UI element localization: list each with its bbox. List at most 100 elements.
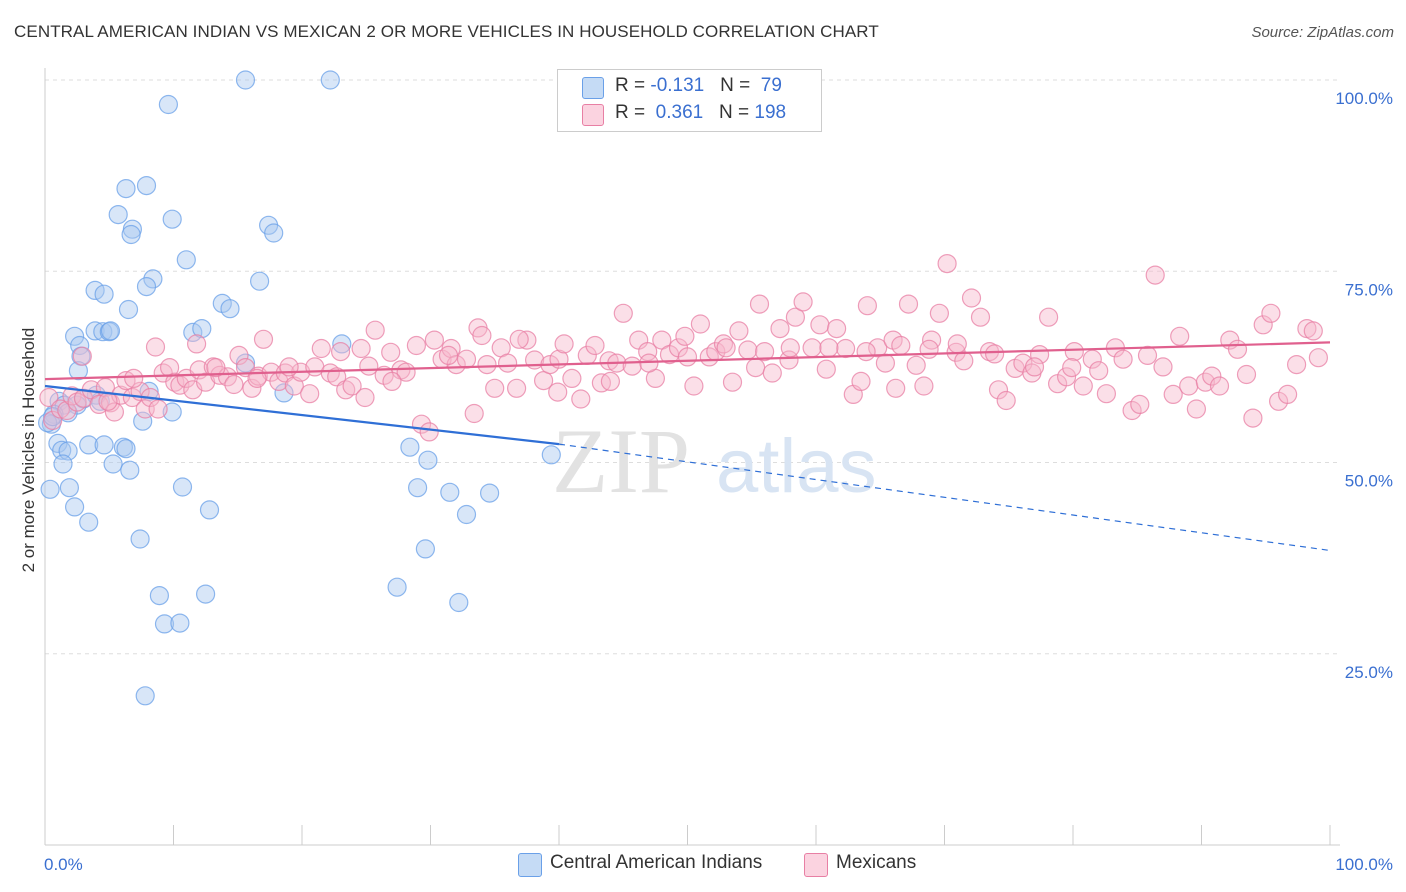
- data-point: [64, 497, 85, 517]
- trend-line: [44, 341, 1331, 381]
- data-point: [1261, 303, 1281, 323]
- data-point: [929, 303, 950, 323]
- data-point: [480, 483, 500, 503]
- data-point: [1096, 384, 1117, 404]
- data-point: [387, 577, 407, 597]
- data-point: [242, 378, 262, 398]
- legend-n-value: 198: [754, 102, 787, 123]
- legend-swatch-pink: [582, 104, 604, 126]
- data-point: [162, 209, 182, 229]
- data-point: [100, 321, 121, 341]
- trend-line: [44, 384, 560, 446]
- data-point: [135, 686, 155, 706]
- data-point: [148, 399, 168, 419]
- data-point: [1089, 361, 1109, 381]
- data-point: [62, 386, 82, 406]
- data-point: [121, 224, 141, 245]
- data-point: [206, 358, 226, 378]
- data-point: [835, 338, 856, 359]
- data-point: [770, 319, 790, 339]
- x-tick-label: 0.0%: [44, 855, 83, 874]
- data-point: [785, 307, 806, 327]
- data-point: [52, 440, 72, 460]
- y-tick-label: 100.0%: [1335, 89, 1393, 108]
- data-point: [440, 482, 460, 502]
- data-point: [43, 410, 63, 430]
- data-point: [124, 368, 144, 388]
- y-tick-label: 75.0%: [1345, 280, 1393, 299]
- trend-layer: [44, 341, 1331, 552]
- data-point: [562, 368, 582, 388]
- legend-n-label: N =: [720, 75, 756, 96]
- y-axis-label: 2 or more Vehicles in Household: [19, 327, 38, 573]
- data-point: [868, 338, 888, 358]
- bottom-legend-swatch-pink: [804, 853, 828, 877]
- data-point: [1153, 357, 1173, 377]
- data-point: [158, 94, 178, 115]
- data-point: [906, 355, 926, 375]
- legend-r-value: 0.361: [655, 102, 704, 123]
- data-point: [381, 342, 401, 362]
- chart-title: CENTRAL AMERICAN INDIAN VS MEXICAN 2 OR …: [14, 22, 879, 41]
- data-point: [39, 387, 59, 408]
- data-point: [816, 359, 836, 379]
- data-point: [622, 356, 642, 376]
- data-point: [984, 344, 1005, 364]
- data-point: [419, 422, 439, 442]
- data-point: [779, 350, 799, 370]
- data-point: [738, 340, 758, 360]
- data-point: [327, 367, 347, 387]
- data-point: [891, 335, 911, 356]
- data-point: [1163, 384, 1183, 404]
- data-point: [1122, 400, 1142, 421]
- bottom-legend-label: Mexicans: [836, 852, 917, 873]
- data-point: [136, 277, 157, 297]
- data-point: [699, 347, 719, 367]
- data-point: [851, 371, 871, 391]
- data-point: [1024, 357, 1045, 377]
- data-point: [136, 176, 157, 196]
- legend: R = -0.131 N = 79 R = 0.361 N = 198: [557, 69, 822, 132]
- data-point: [1277, 384, 1298, 404]
- data-point: [585, 335, 605, 356]
- data-point: [1170, 326, 1190, 346]
- data-point: [600, 371, 621, 391]
- data-point: [1209, 376, 1230, 396]
- data-point: [571, 389, 591, 409]
- data-point: [332, 334, 352, 354]
- data-point: [548, 382, 568, 402]
- data-point: [599, 351, 619, 371]
- legend-r-label: R =: [615, 102, 651, 123]
- legend-n-label: N =: [719, 102, 755, 123]
- data-point: [485, 378, 505, 398]
- x-tick-label: 100.0%: [1335, 855, 1393, 874]
- data-point: [729, 321, 749, 341]
- data-point: [1062, 358, 1082, 378]
- data-point: [40, 479, 60, 499]
- data-point: [1308, 348, 1329, 368]
- data-point: [79, 512, 99, 532]
- data-point: [253, 329, 274, 349]
- data-point: [274, 383, 294, 403]
- data-point: [192, 319, 212, 339]
- series-layer: [37, 70, 1329, 706]
- data-point: [1145, 265, 1165, 285]
- data-point: [355, 387, 375, 408]
- data-point: [716, 338, 736, 358]
- data-point: [264, 223, 284, 243]
- data-point: [118, 299, 139, 320]
- data-point: [162, 402, 182, 422]
- data-point: [72, 346, 92, 366]
- data-point: [64, 326, 85, 346]
- data-point: [857, 296, 878, 316]
- data-point: [50, 399, 71, 419]
- data-point: [415, 539, 435, 559]
- data-point: [53, 454, 73, 474]
- data-point: [187, 334, 207, 354]
- data-point: [1286, 355, 1307, 375]
- data-point: [919, 339, 939, 359]
- data-point: [517, 330, 537, 350]
- data-point: [554, 334, 574, 354]
- data-point: [749, 294, 770, 314]
